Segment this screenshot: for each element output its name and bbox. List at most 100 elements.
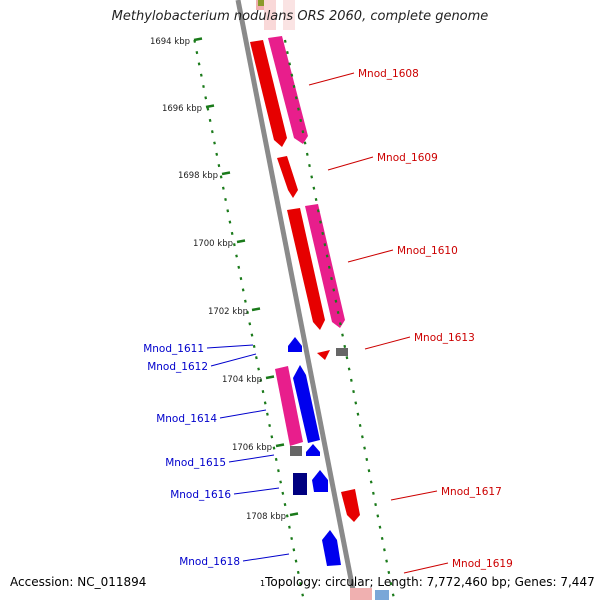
scale-tick xyxy=(385,559,388,563)
scale-left xyxy=(193,39,305,597)
genome-summary: 1Topology: circular; Length: 7,772,460 b… xyxy=(260,575,595,589)
scale-tick xyxy=(352,390,355,394)
gene-label-mnod-1615[interactable]: Mnod_1615 xyxy=(165,457,226,469)
gene-arrow-mnod-1610[interactable] xyxy=(287,208,325,330)
scale-tick xyxy=(325,254,329,258)
scale-tick xyxy=(230,231,234,235)
leader-line-mnod-1613 xyxy=(364,336,411,350)
gene-block-mnod-1615[interactable] xyxy=(290,446,302,456)
scale-label: 1706 kbp xyxy=(232,443,272,453)
leader-line-mnod-1617 xyxy=(390,490,438,501)
gene-arrow-mnod-1608-pink[interactable] xyxy=(268,36,308,144)
scale-tick xyxy=(383,548,386,552)
scale-tick xyxy=(270,435,274,439)
leader-line-mnod-1616 xyxy=(233,487,280,495)
gene-label-mnod-1614[interactable]: Mnod_1614 xyxy=(156,413,217,425)
leader-line-mnod-1612 xyxy=(210,353,257,367)
leader-line-mnod-1618 xyxy=(242,553,290,562)
gene-arrow-mnod-1618[interactable] xyxy=(322,530,341,566)
scale-tick xyxy=(380,536,384,541)
gene-block-mnod-1619[interactable] xyxy=(350,588,372,600)
scale-tick xyxy=(277,469,280,473)
scale-major-tick xyxy=(205,104,215,109)
gene-arrow-mnod-1608[interactable] xyxy=(250,40,287,147)
scale-tick xyxy=(202,84,205,89)
gene-arrow-mnod-1613[interactable] xyxy=(317,350,330,360)
gene-label-mnod-1617[interactable]: Mnod_1617 xyxy=(441,486,502,498)
scale-label: 1696 kbp xyxy=(162,104,202,114)
scale-tick xyxy=(266,412,269,416)
scale-tick xyxy=(281,491,285,495)
gene-arrow-mnod-1617[interactable] xyxy=(341,489,360,522)
gene-block-mnod-1613[interactable] xyxy=(336,348,348,356)
summary-text: Topology: circular; Length: 7,772,460 bp… xyxy=(265,575,595,589)
scale-tick xyxy=(305,152,309,156)
gene-label-mnod-1612[interactable]: Mnod_1612 xyxy=(147,361,208,373)
scale-tick xyxy=(257,367,260,371)
gene-label-mnod-1619[interactable]: Mnod_1619 xyxy=(452,558,513,570)
scale-tick xyxy=(294,96,298,100)
gene-arrow-mnod-1609[interactable] xyxy=(277,156,298,198)
scale-tick xyxy=(206,107,210,111)
feature-track xyxy=(250,36,389,600)
gene-arrow-mnod-1614[interactable] xyxy=(275,366,303,446)
scale-tick xyxy=(228,220,232,224)
gene-arrow-mnod-1615[interactable] xyxy=(306,444,320,456)
scale-tick xyxy=(310,175,314,179)
gene-label-mnod-1609[interactable]: Mnod_1609 xyxy=(377,152,438,164)
gene-labels: Mnod_1608 Mnod_1609 Mnod_1610 Mnod_1613 Mnod… xyxy=(143,68,513,574)
scale-tick xyxy=(204,96,208,100)
scale-tick xyxy=(358,423,362,428)
scale-tick xyxy=(219,175,223,179)
scale-labels: 1694 kbp 1696 kbp 1698 kbp 1700 kbp 1702 kbp… xyxy=(150,37,299,522)
scale-major-tick xyxy=(289,512,299,517)
gene-label-mnod-1611[interactable]: Mnod_1611 xyxy=(143,343,204,355)
scale-tick xyxy=(274,457,278,461)
scale-tick xyxy=(299,582,302,586)
scale-tick xyxy=(374,503,377,507)
scale-major-tick xyxy=(236,239,246,244)
scale-label: 1698 kbp xyxy=(178,171,218,181)
gene-arrow-mnod-1610-pink[interactable] xyxy=(305,204,345,328)
gene-block-mnod-1616[interactable] xyxy=(293,473,307,495)
gene-label-mnod-1613[interactable]: Mnod_1613 xyxy=(414,332,475,344)
scale-major-tick xyxy=(193,37,203,42)
scale-tick xyxy=(294,559,298,563)
scale-tick xyxy=(213,141,216,145)
scale-tick xyxy=(361,435,364,439)
gene-label-mnod-1608[interactable]: Mnod_1608 xyxy=(358,68,419,80)
scale-tick xyxy=(345,356,349,360)
scale-tick xyxy=(237,265,241,269)
scale-tick xyxy=(283,503,287,507)
scale-tick xyxy=(297,107,300,111)
scale-tick xyxy=(292,548,296,552)
gene-label-mnod-1618[interactable]: Mnod_1618 xyxy=(179,556,240,568)
scale-tick xyxy=(288,62,292,66)
scale-tick xyxy=(301,130,305,134)
gene-block-mnod-1612[interactable] xyxy=(288,346,302,352)
gene-label-mnod-1616[interactable]: Mnod_1616 xyxy=(170,489,231,501)
scale-tick xyxy=(336,310,340,315)
scale-tick xyxy=(321,231,325,235)
gene-arrow-mnod-1611[interactable] xyxy=(288,337,302,346)
scale-tick xyxy=(286,51,289,55)
gene-arrow-mnod-1614-blue[interactable] xyxy=(293,365,320,443)
scale-label: 1708 kbp xyxy=(246,512,286,522)
scale-tick xyxy=(365,457,369,461)
scale-major-tick xyxy=(275,443,285,448)
gene-block-mnod-1619-blue[interactable] xyxy=(375,590,389,600)
gene-arrow-mnod-1616[interactable] xyxy=(312,470,328,492)
scale-tick xyxy=(319,220,322,224)
scale-tick xyxy=(343,344,347,348)
scale-tick xyxy=(268,423,271,428)
scale-tick xyxy=(239,277,243,281)
leader-line-mnod-1614 xyxy=(219,409,267,419)
scale-tick xyxy=(285,514,289,518)
scale-tick xyxy=(349,378,353,382)
scale-label: 1704 kbp xyxy=(222,375,262,385)
track-segment xyxy=(258,0,264,6)
scale-tick xyxy=(367,469,371,473)
genome-backbone xyxy=(235,0,358,600)
gene-label-mnod-1610[interactable]: Mnod_1610 xyxy=(397,245,458,257)
